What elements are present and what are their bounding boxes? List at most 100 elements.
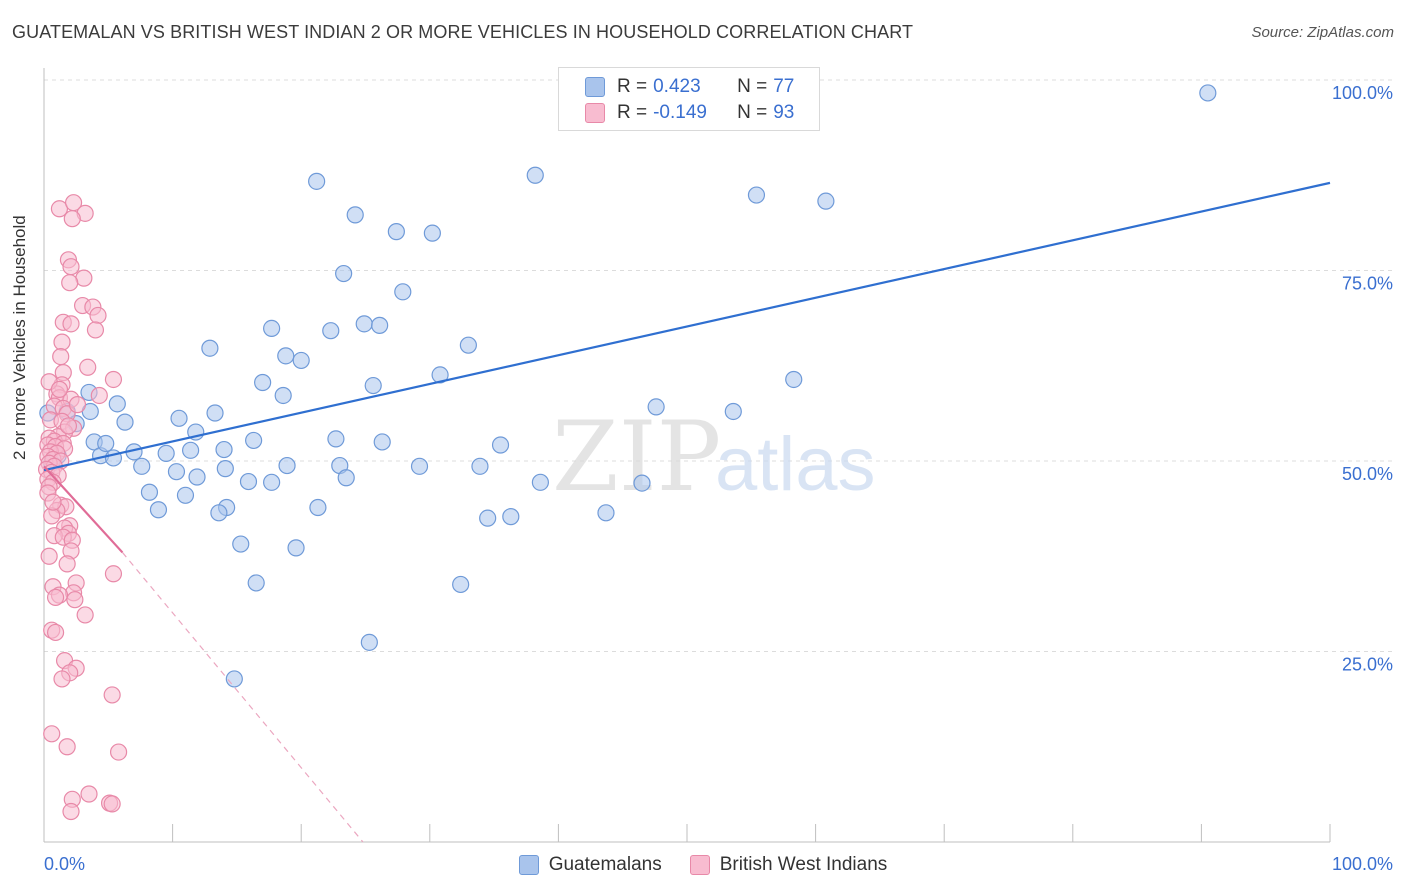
y-tick-label: 25.0% bbox=[1342, 655, 1393, 675]
x-tick-label: 0.0% bbox=[44, 854, 85, 874]
british-west-indian-point bbox=[52, 348, 70, 366]
british-west-indian-point bbox=[103, 686, 121, 704]
tick-labels: 25.0% 50.0% 75.0% 100.0% 0.0% 100.0% bbox=[44, 83, 1393, 874]
british-west-indian-point bbox=[62, 315, 80, 333]
guatemalan-point bbox=[491, 436, 510, 454]
legend-swatch-british-west-indians bbox=[585, 103, 605, 123]
n-label: N = bbox=[737, 76, 768, 97]
british-west-indian-point bbox=[86, 321, 105, 339]
guatemalan-point bbox=[149, 501, 168, 519]
guatemalan-point bbox=[287, 539, 305, 557]
british-west-indian-point bbox=[50, 200, 69, 218]
guatemalan-point bbox=[201, 339, 219, 357]
guatemalan-point bbox=[188, 468, 206, 486]
trend-line-british-west-indians-extension bbox=[121, 552, 364, 843]
british-west-indian-point bbox=[58, 738, 76, 756]
series-british-west-indians bbox=[37, 194, 128, 821]
guatemalan-point bbox=[278, 456, 296, 475]
guatemalan-point bbox=[394, 283, 412, 301]
x-tick-label: 100.0% bbox=[1332, 854, 1393, 874]
british-west-indian-point bbox=[53, 670, 71, 688]
r-value: -0.149 bbox=[653, 102, 707, 123]
british-west-indian-point bbox=[90, 386, 108, 405]
guatemalan-point bbox=[1199, 84, 1217, 102]
guatemalan-point bbox=[108, 395, 126, 413]
guatemalan-point bbox=[346, 206, 364, 224]
guatemalan-point bbox=[360, 633, 378, 651]
british-west-indian-point bbox=[62, 258, 80, 276]
british-west-indian-point bbox=[109, 743, 128, 761]
british-west-indian-point bbox=[63, 210, 81, 228]
guatemalan-point bbox=[225, 670, 243, 688]
british-west-indian-point bbox=[104, 370, 123, 389]
guatemalan-point bbox=[216, 460, 234, 478]
n-value: 93 bbox=[773, 102, 795, 123]
guatemalan-point bbox=[337, 469, 355, 487]
legend-item-british-west-indians[interactable]: British West Indians bbox=[689, 854, 887, 876]
british-west-indian-point bbox=[104, 565, 123, 583]
chart-title: GUATEMALAN VS BRITISH WEST INDIAN 2 OR M… bbox=[12, 22, 914, 42]
guatemalan-point bbox=[410, 457, 429, 475]
british-west-indian-point bbox=[61, 274, 79, 292]
guatemalan-point bbox=[210, 504, 228, 522]
guatemalan-point bbox=[239, 472, 258, 491]
guatemalan-point bbox=[479, 509, 497, 527]
watermark-atlas: atlas bbox=[715, 422, 876, 507]
british-west-indian-point bbox=[46, 588, 65, 606]
legend-row-guatemalans: R = 0.423 N = 77 bbox=[585, 75, 794, 99]
trend-lines bbox=[43, 181, 1331, 843]
watermark: ZIP atlas bbox=[552, 401, 876, 513]
british-west-indian-point bbox=[79, 358, 97, 376]
british-west-indian-point bbox=[43, 725, 61, 743]
guatemalan-point bbox=[502, 508, 520, 526]
guatemalan-point bbox=[597, 504, 615, 522]
guatemalan-point bbox=[157, 444, 175, 462]
guatemalan-point bbox=[322, 322, 340, 340]
guatemalan-point bbox=[647, 398, 665, 416]
guatemalan-point bbox=[452, 575, 470, 594]
british-west-indian-point bbox=[75, 269, 93, 287]
r-label: R = bbox=[617, 102, 648, 123]
guatemalan-point bbox=[263, 473, 281, 491]
guatemalan-point bbox=[459, 336, 477, 354]
british-west-indian-point bbox=[59, 417, 78, 435]
guatemalan-point bbox=[364, 376, 382, 395]
n-value: 77 bbox=[773, 76, 795, 97]
british-west-indian-point bbox=[46, 623, 65, 642]
guatemalan-point bbox=[274, 386, 292, 405]
guatemalan-point bbox=[182, 441, 200, 459]
y-tick-label: 100.0% bbox=[1332, 83, 1393, 103]
n-label: N = bbox=[737, 102, 768, 123]
series-legend: Guatemalans British West Indians bbox=[0, 852, 1406, 878]
guatemalan-point bbox=[254, 373, 272, 392]
guatemalan-point bbox=[355, 315, 373, 333]
british-west-indian-point bbox=[66, 591, 84, 609]
guatemalan-point bbox=[116, 413, 134, 431]
guatemalan-point bbox=[167, 463, 186, 481]
british-west-indian-point bbox=[44, 493, 62, 511]
guatemalan-point bbox=[206, 404, 224, 422]
british-west-indian-point bbox=[40, 547, 58, 565]
guatemalan-point bbox=[292, 351, 310, 370]
guatemalan-point bbox=[785, 370, 803, 389]
guatemalan-point bbox=[277, 347, 295, 365]
british-west-indian-point bbox=[76, 606, 94, 624]
british-west-indian-point bbox=[103, 795, 121, 813]
guatemalan-point bbox=[170, 409, 188, 427]
grid-lines bbox=[44, 79, 1392, 652]
legend-row-british-west-indians: R = -0.149 N = 93 bbox=[585, 101, 794, 125]
guatemalan-point bbox=[309, 498, 327, 517]
legend-swatch-guatemalans bbox=[585, 77, 605, 97]
guatemalan-point bbox=[817, 192, 835, 210]
correlation-legend: R = 0.423 N = 77 R = -0.149 N = 93 bbox=[558, 67, 820, 131]
series-guatemalans bbox=[39, 84, 1217, 688]
guatemalan-point bbox=[327, 430, 345, 448]
guatemalan-point bbox=[633, 474, 651, 492]
r-label: R = bbox=[617, 76, 648, 97]
legend-swatch-british-west-indians bbox=[689, 855, 710, 875]
guatemalan-point bbox=[526, 166, 544, 184]
guatemalan-point bbox=[308, 172, 326, 190]
british-west-indian-point bbox=[89, 306, 107, 325]
legend-item-guatemalans[interactable]: Guatemalans bbox=[518, 854, 662, 876]
